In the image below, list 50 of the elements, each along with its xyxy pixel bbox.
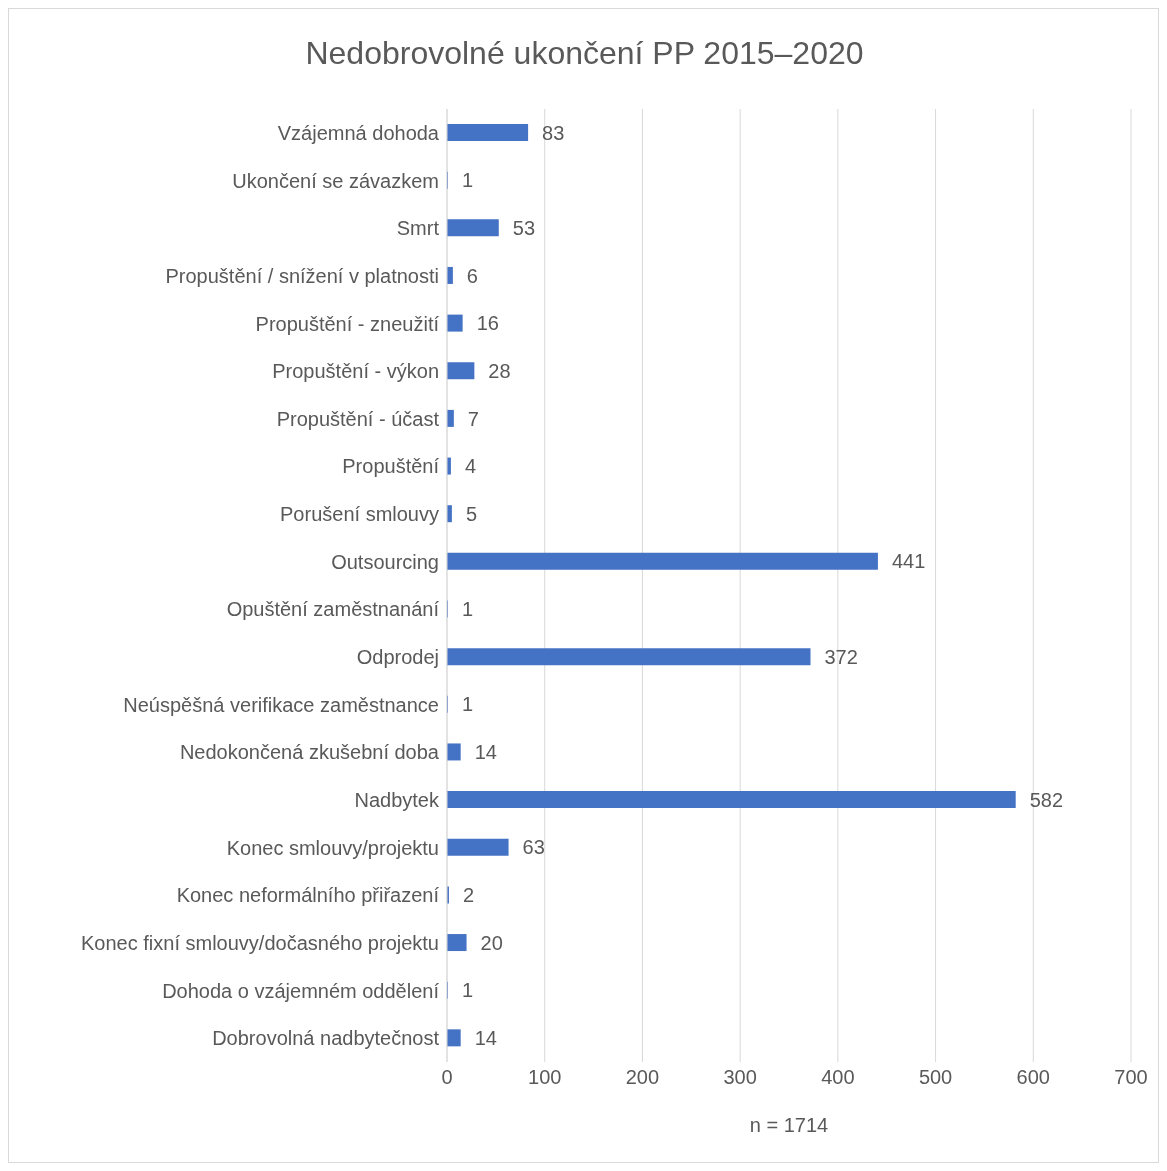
data-label: 1 (461, 169, 474, 192)
x-tick-label: 200 (625, 1066, 660, 1089)
y-tick-label: Porušení smlouvy (280, 503, 439, 526)
y-tick-label: Propuštění - zneužití (255, 312, 440, 335)
data-label: 1 (461, 693, 474, 716)
y-tick-label: Nadbytek (354, 789, 440, 812)
data-label: 2 (462, 884, 475, 906)
x-axis-title: n = 1714 (749, 1114, 829, 1136)
data-label: 28 (488, 359, 511, 382)
data-label: 1 (461, 979, 474, 1002)
data-label: 14 (474, 741, 497, 764)
x-tick-label: 600 (1016, 1066, 1050, 1089)
y-tick-label: Vzájemná dohoda (277, 121, 440, 144)
y-tick-label: Ukončení se závazkem (232, 169, 439, 192)
x-tick-label: 0 (441, 1066, 453, 1089)
data-label: 441 (891, 550, 926, 573)
y-tick-label: Konec neformálního přiřazení (176, 884, 440, 907)
y-tick-label: Propuštění - účast (276, 407, 440, 430)
data-label: 5 (465, 502, 478, 525)
data-label: 1 (461, 598, 474, 621)
chart-title: Nedobrovolné ukončení PP 2015–2020 (304, 35, 865, 72)
y-tick-label: Nedokončená zkušební doba (179, 741, 440, 764)
x-tick-label: 300 (723, 1066, 757, 1089)
y-tick-label: Propuštění / snížení v platnosti (165, 264, 439, 287)
y-tick-label: Outsourcing (331, 550, 439, 573)
x-tick-label: 700 (1114, 1066, 1148, 1089)
y-tick-label: Konec fixní smlouvy/dočasného projektu (81, 931, 439, 954)
y-tick-label: Odprodej (356, 646, 439, 669)
data-label: 20 (480, 931, 503, 954)
data-label: 372 (824, 645, 858, 668)
y-tick-label: Propuštění - výkon (272, 360, 439, 383)
data-label: 83 (542, 121, 565, 144)
y-tick-label: Smrt (396, 217, 440, 240)
y-tick-label: Dohoda o vzájemném oddělení (162, 979, 440, 1002)
data-label: 582 (1029, 788, 1064, 811)
x-tick-label: 100 (528, 1066, 562, 1089)
y-tick-label: Neúspěšná verifikace zaměstnance (123, 693, 439, 716)
y-tick-label: Konec smlouvy/projektu (226, 836, 439, 859)
x-tick-label: 500 (918, 1066, 953, 1089)
y-tick-label: Dobrovolná nadbytečnost (212, 1027, 440, 1050)
y-tick-label: Opuštění zaměstnanání (226, 598, 440, 621)
data-label: 53 (512, 216, 536, 239)
x-tick-label: 400 (821, 1066, 855, 1089)
y-tick-label: Propuštění (342, 455, 440, 478)
data-label: 7 (467, 407, 479, 430)
data-label: 4 (464, 455, 477, 478)
data-label: 6 (466, 264, 478, 287)
data-label: 16 (476, 312, 499, 335)
data-label: 14 (474, 1026, 497, 1049)
data-label: 63 (522, 836, 545, 859)
